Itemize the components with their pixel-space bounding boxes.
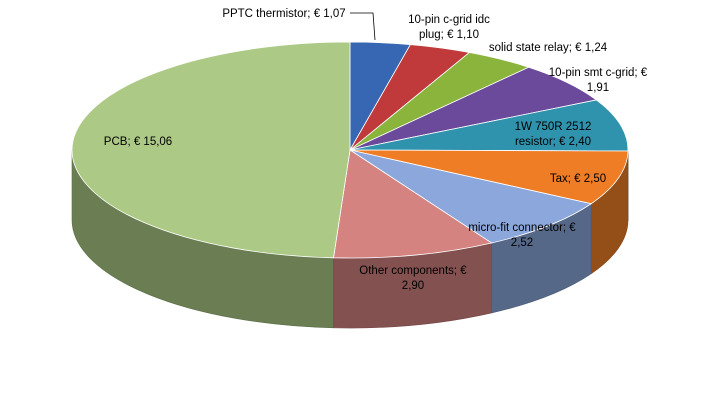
slice-label-line: 1,91 bbox=[587, 82, 609, 94]
leader-lines bbox=[350, 12, 376, 41]
pie-sides bbox=[71, 149, 629, 329]
slice-label-line: Other components; € bbox=[359, 265, 467, 277]
slice-label-line: PPTC thermistor; € 1,07 bbox=[222, 8, 345, 20]
slice-label-line: 10-pin c-grid idc bbox=[408, 14, 490, 26]
slice-labels: PPTC thermistor; € 1,07 10-pin c-grid idc… bbox=[104, 8, 648, 292]
slice-label-line: resistor; € 2,40 bbox=[515, 136, 591, 148]
slice-label-line: 10-pin smt c-grid; € bbox=[549, 67, 648, 79]
pie-slices bbox=[71, 41, 629, 259]
slice-label-micro-fit-connector: micro-fit connector; € 2,52 bbox=[468, 222, 576, 249]
slice-label-10-pin-c-grid-idc-plug: 10-pin c-grid idc plug; € 1,10 bbox=[408, 14, 490, 41]
slice-label-line: 2,90 bbox=[402, 280, 424, 292]
slice-tax bbox=[349, 149, 629, 205]
slice-label-line: plug; € 1,10 bbox=[419, 29, 479, 41]
slice-label-10-pin-smt-c-grid: 10-pin smt c-grid; € 1,91 bbox=[549, 67, 648, 94]
slice-other-components bbox=[333, 149, 493, 259]
leader-line bbox=[350, 12, 376, 41]
slice-label-pptc-thermistor: PPTC thermistor; € 1,07 bbox=[222, 8, 345, 20]
slice-label-line: 2,52 bbox=[511, 237, 533, 249]
slice-label-tax: Tax; € 2,50 bbox=[550, 173, 606, 185]
slice-label-line: 1W 750R 2512 bbox=[515, 121, 592, 133]
slice-label-line: PCB; € 15,06 bbox=[104, 136, 172, 148]
slice-label-line: solid state relay; € 1,24 bbox=[489, 42, 608, 54]
slice-micro-fit-connector bbox=[349, 149, 593, 244]
slice-label-line: micro-fit connector; € bbox=[468, 222, 576, 234]
slice-pcb bbox=[71, 41, 351, 259]
slice-1w-750r-2512-resistor bbox=[349, 99, 629, 152]
slice-label-pcb: PCB; € 15,06 bbox=[104, 136, 172, 148]
slice-label-line: Tax; € 2,50 bbox=[550, 173, 606, 185]
slice-label-1w-750r-2512-resistor: 1W 750R 2512 resistor; € 2,40 bbox=[515, 121, 592, 148]
slice-label-other-components: Other components; € 2,90 bbox=[359, 265, 467, 292]
slice-label-solid-state-relay: solid state relay; € 1,24 bbox=[489, 42, 608, 54]
